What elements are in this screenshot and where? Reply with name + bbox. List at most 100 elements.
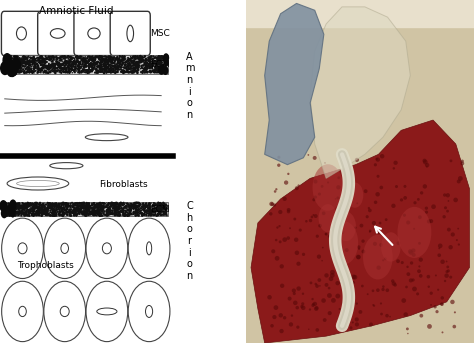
Point: [130, 202, 137, 208]
Point: [121, 63, 128, 68]
Point: [56, 209, 64, 214]
Point: [113, 57, 121, 62]
Point: [34, 212, 42, 218]
Point: [107, 208, 115, 214]
Point: [110, 211, 118, 216]
Point: [66, 69, 74, 74]
Point: [123, 68, 130, 74]
Point: [455, 242, 463, 247]
Point: [272, 305, 280, 310]
Point: [96, 61, 103, 66]
Point: [87, 67, 95, 73]
Point: [24, 68, 31, 74]
Point: [159, 55, 167, 61]
Point: [20, 63, 27, 69]
Point: [150, 206, 158, 212]
Point: [54, 56, 62, 61]
Point: [86, 208, 93, 214]
Point: [146, 210, 154, 216]
Point: [70, 205, 78, 211]
Point: [142, 63, 150, 69]
Point: [46, 69, 54, 75]
Point: [133, 210, 141, 216]
Point: [31, 57, 38, 62]
Point: [111, 210, 119, 216]
Point: [131, 204, 138, 210]
Point: [66, 208, 74, 214]
Point: [88, 65, 96, 70]
Point: [383, 287, 391, 293]
Point: [109, 60, 117, 66]
Point: [51, 201, 58, 206]
Point: [135, 213, 143, 218]
Point: [111, 206, 119, 212]
Point: [117, 208, 125, 214]
Point: [110, 56, 118, 61]
Point: [130, 61, 138, 67]
Point: [59, 205, 67, 210]
Point: [2, 66, 9, 72]
Point: [64, 207, 71, 212]
Point: [278, 328, 285, 334]
Point: [136, 54, 143, 59]
Point: [6, 206, 13, 212]
Point: [338, 283, 346, 288]
Point: [111, 70, 119, 75]
Point: [140, 206, 148, 212]
Point: [153, 61, 161, 66]
Point: [273, 237, 280, 243]
Point: [109, 64, 116, 69]
Point: [3, 57, 10, 62]
Point: [104, 213, 111, 218]
Point: [55, 60, 63, 66]
Point: [49, 208, 56, 213]
Point: [375, 265, 383, 270]
Point: [7, 54, 15, 59]
Point: [438, 295, 446, 300]
Point: [147, 212, 155, 218]
Point: [431, 304, 439, 309]
Point: [76, 55, 84, 61]
Point: [101, 66, 109, 71]
Point: [54, 62, 61, 67]
Point: [38, 213, 46, 218]
Point: [416, 214, 424, 220]
Point: [143, 66, 151, 71]
Point: [148, 64, 156, 70]
Point: [130, 54, 137, 59]
Point: [91, 212, 98, 218]
Point: [38, 212, 46, 217]
Point: [153, 204, 160, 210]
Point: [76, 59, 84, 64]
Point: [156, 56, 164, 62]
Point: [163, 70, 170, 75]
Point: [156, 58, 164, 63]
Point: [96, 202, 104, 208]
Point: [59, 62, 66, 68]
Point: [120, 212, 128, 217]
Point: [46, 201, 54, 206]
Point: [7, 66, 15, 71]
Circle shape: [346, 182, 363, 208]
Point: [5, 67, 12, 72]
Point: [94, 201, 101, 206]
Point: [80, 200, 88, 205]
Point: [137, 54, 144, 59]
Point: [91, 202, 99, 208]
Point: [108, 65, 115, 71]
Point: [362, 188, 369, 194]
Point: [56, 61, 64, 67]
Point: [80, 211, 88, 216]
Point: [132, 208, 140, 213]
Point: [82, 62, 89, 68]
Point: [101, 62, 109, 68]
Point: [11, 209, 18, 214]
Point: [39, 202, 47, 208]
Point: [19, 54, 27, 59]
Point: [37, 59, 45, 64]
Point: [134, 59, 141, 65]
Point: [77, 207, 84, 212]
Point: [334, 281, 341, 286]
Point: [136, 203, 143, 209]
Point: [27, 205, 34, 211]
